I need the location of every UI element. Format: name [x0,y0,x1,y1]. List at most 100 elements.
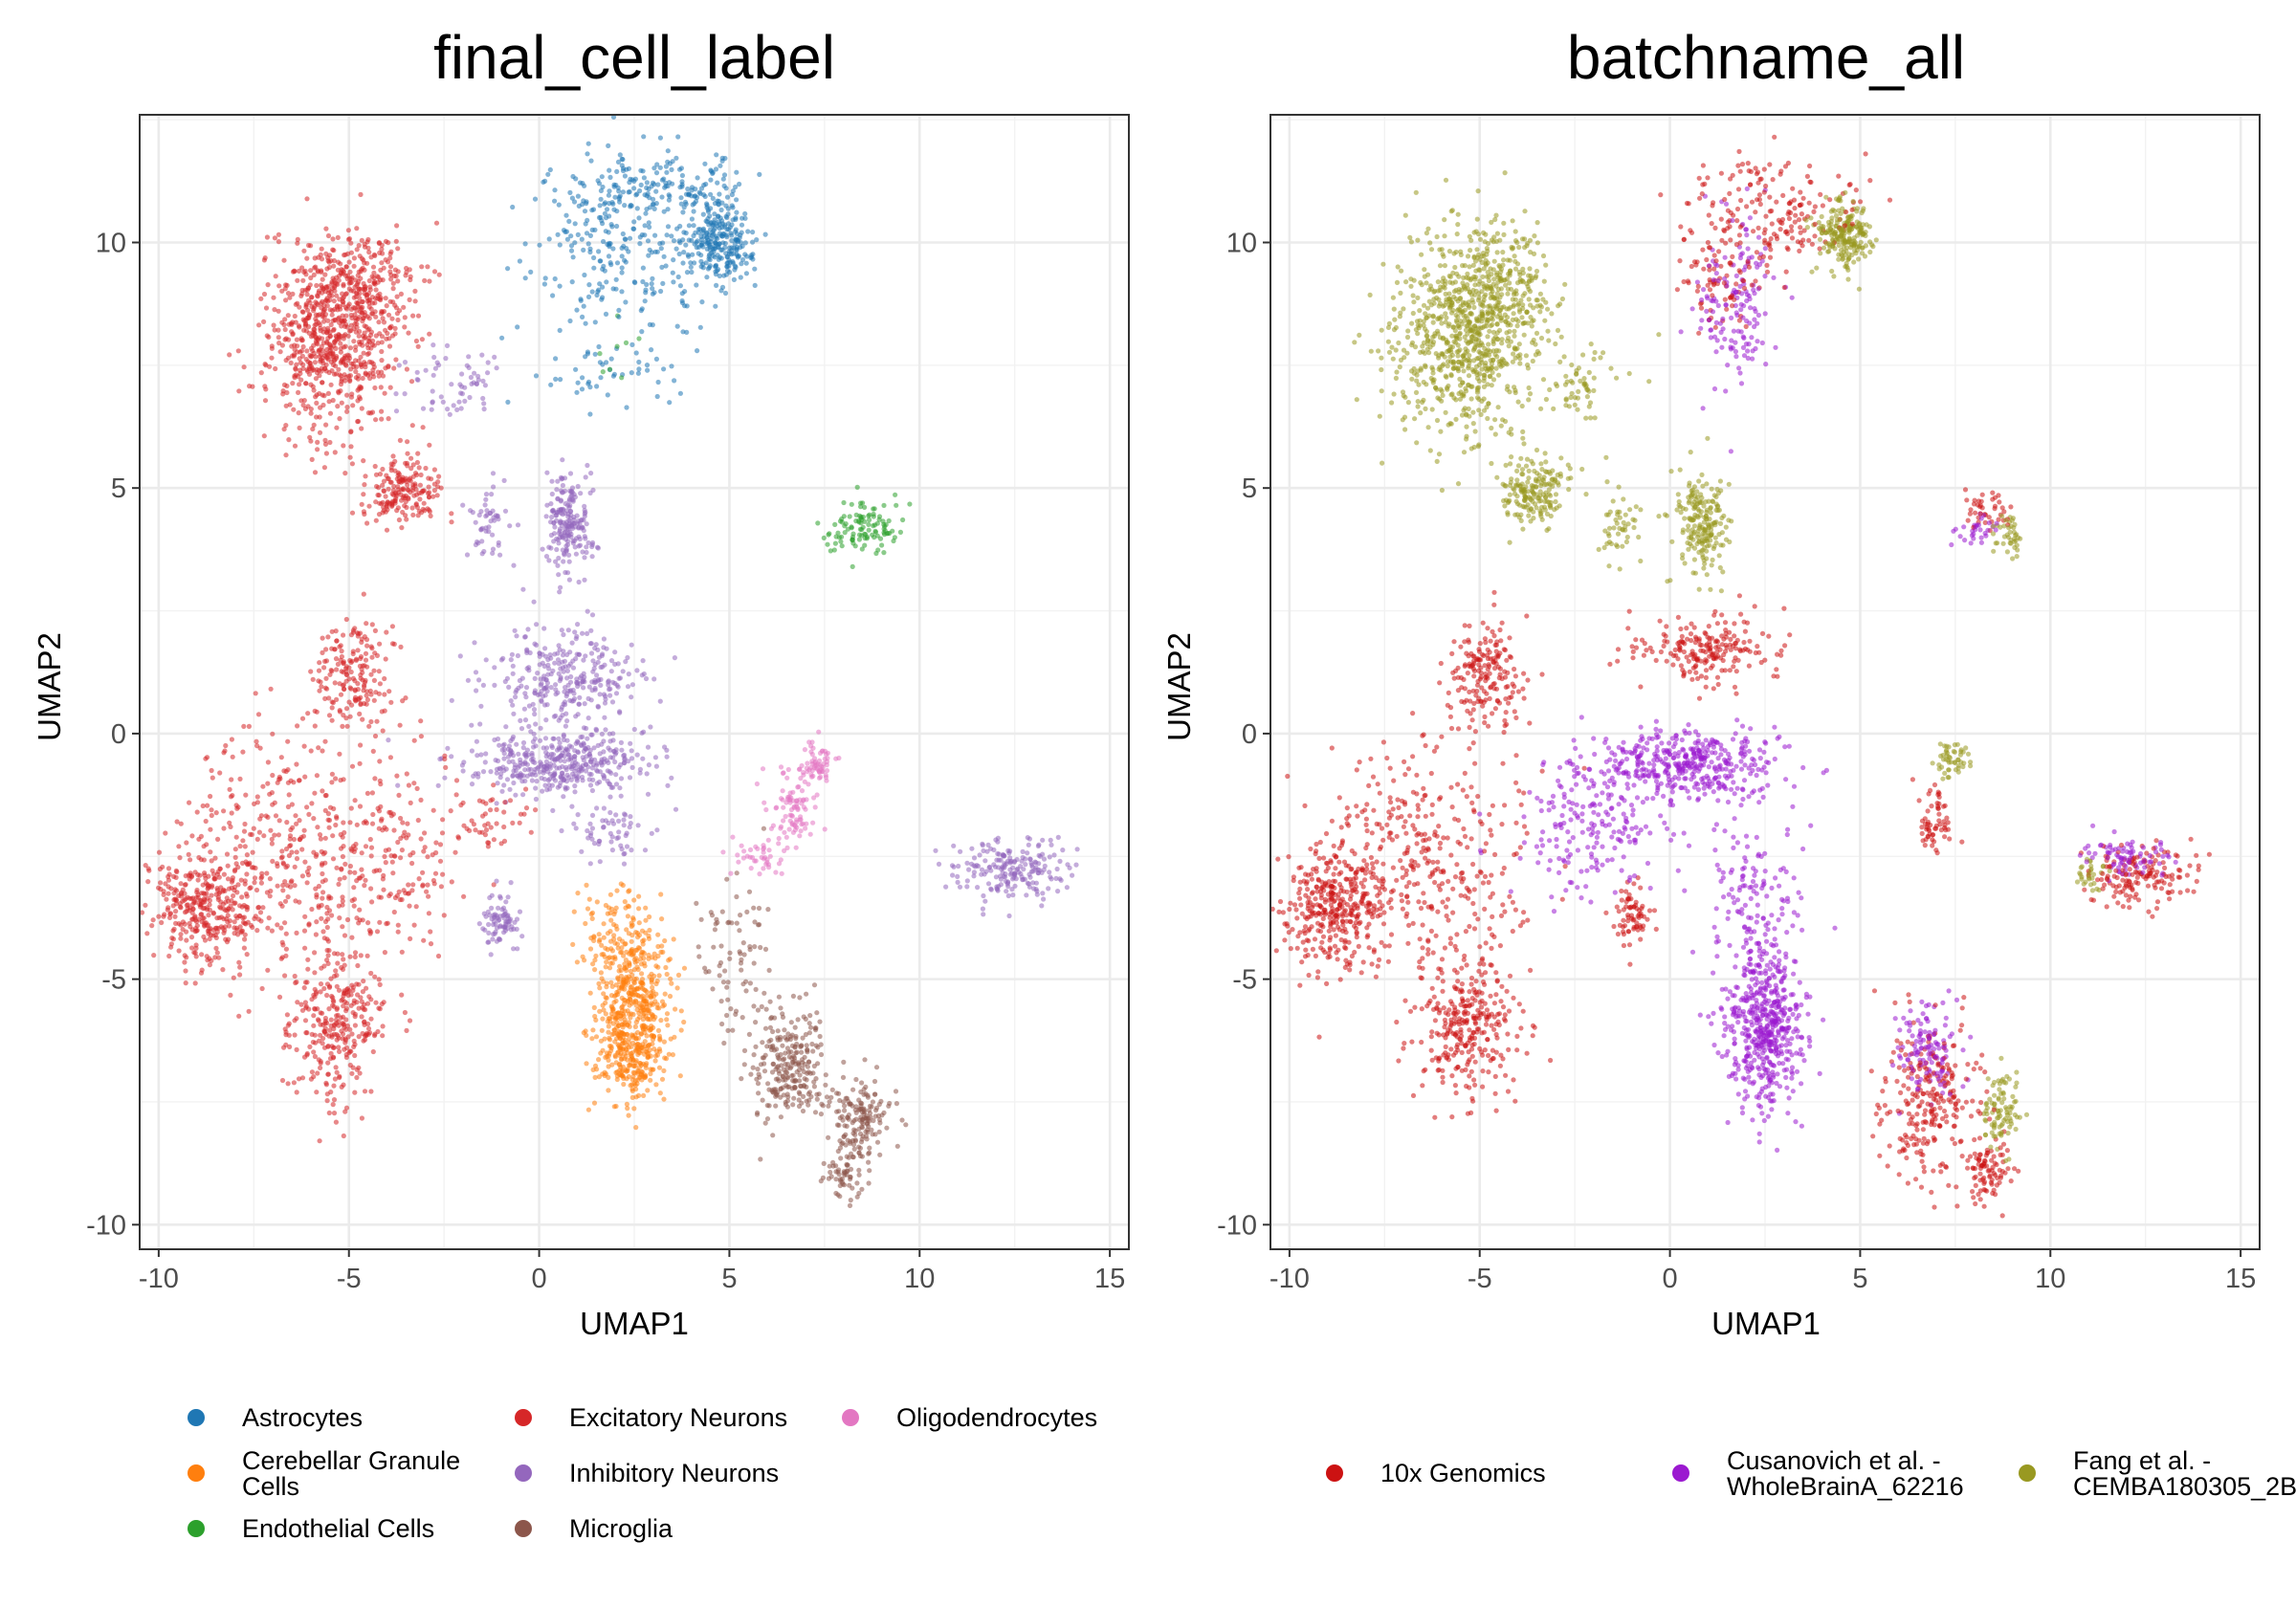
data-point-excitatory-neurons [317,1138,322,1144]
data-point-inhibitory-neurons [462,385,468,390]
data-point-excitatory-neurons [276,239,281,245]
data-point-excitatory-neurons [302,945,308,951]
data-point-excitatory-neurons [365,1025,372,1031]
data-point-inhibitory-neurons [478,527,484,533]
data-point-excitatory-neurons [276,994,283,1000]
data-point-astrocytes [643,210,649,216]
data-point-excitatory-neurons [336,1035,342,1041]
data-point-excitatory-neurons [260,783,266,789]
data-point-microglia [784,1098,791,1104]
data-point-excitatory-neurons [294,849,299,855]
data-point-astrocytes [556,202,562,208]
data-point-excitatory-neurons [304,292,310,297]
data-point-excitatory-neurons [480,813,486,819]
data-point-excitatory-neurons [188,874,194,880]
data-point-inhibitory-neurons [521,706,528,712]
data-point-excitatory-neurons [369,821,376,826]
data-point-cerebellar-granule-cells [625,914,631,919]
data-point-excitatory-neurons [334,983,340,989]
data-point-excitatory-neurons [242,844,248,849]
data-point-inhibitory-neurons [575,812,581,818]
data-point-excitatory-neurons [359,255,364,261]
data-point-inhibitory-neurons [610,821,617,826]
data-point-astrocytes [614,260,621,266]
data-point-inhibitory-neurons [618,776,625,781]
data-point-excitatory-neurons [421,848,427,854]
data-point-astrocytes [723,272,729,277]
data-point-excitatory-neurons [329,669,335,674]
data-point-endothelial-cells [828,548,833,554]
data-point-microglia [871,1117,876,1124]
data-point-excitatory-neurons [304,196,310,202]
data-point-excitatory-neurons [279,1077,286,1084]
data-point-excitatory-neurons [212,855,218,861]
data-point-inhibitory-neurons [1057,858,1063,865]
data-point-excitatory-neurons [348,805,354,811]
data-point-microglia [845,1162,850,1168]
data-point-astrocytes [574,389,580,395]
data-point-excitatory-neurons [284,820,290,826]
data-point-inhibitory-neurons [519,675,525,681]
data-point-cerebellar-granule-cells [607,1037,613,1043]
data-point-excitatory-neurons [248,885,254,891]
data-point-astrocytes [572,221,578,227]
data-point-astrocytes [550,293,556,298]
data-point-excitatory-neurons [163,881,168,887]
data-point-excitatory-neurons [342,321,349,327]
data-point-excitatory-neurons [358,191,364,197]
data-point-microglia [844,1123,850,1129]
data-point-inhibitory-neurons [582,577,587,583]
data-point-inhibitory-neurons [488,905,495,912]
data-point-astrocytes [582,209,588,214]
data-point-excitatory-neurons [360,670,365,675]
data-point-excitatory-neurons [398,492,404,497]
data-point-astrocytes [655,379,661,385]
data-point-oligodendrocytes [747,847,754,853]
data-point-excitatory-neurons [391,365,397,371]
data-point-microglia [741,1047,748,1053]
data-point-astrocytes [579,386,585,392]
data-point-excitatory-neurons [230,793,235,799]
data-point-excitatory-neurons [340,952,345,958]
data-point-excitatory-neurons [221,871,227,877]
data-point-excitatory-neurons [144,931,150,936]
data-point-excitatory-neurons [270,731,276,737]
data-point-excitatory-neurons [240,838,246,844]
data-point-oligodendrocytes [739,843,744,848]
data-point-inhibitory-neurons [971,855,978,861]
data-point-cerebellar-granule-cells [636,1010,642,1016]
data-point-cerebellar-granule-cells [649,980,654,985]
data-point-microglia [872,1091,878,1097]
data-point-microglia [720,980,727,985]
data-point-excitatory-neurons [384,527,390,533]
data-point-microglia [866,1180,872,1186]
data-point-inhibitory-neurons [510,663,516,669]
data-point-astrocytes [676,166,683,172]
data-point-cerebellar-granule-cells [607,892,614,897]
data-point-excitatory-neurons [356,373,362,379]
data-point-inhibitory-neurons [1060,848,1066,853]
data-point-excitatory-neurons [337,416,342,422]
data-point-excitatory-neurons [316,668,322,673]
data-point-excitatory-neurons [276,832,281,838]
data-point-excitatory-neurons [178,821,184,826]
data-point-cerebellar-granule-cells [596,1057,602,1063]
data-point-inhibitory-neurons [1041,896,1047,902]
data-point-astrocytes [603,229,608,234]
data-point-astrocytes [602,268,607,274]
data-point-astrocytes [505,399,511,405]
data-point-excitatory-neurons [236,959,242,965]
data-point-excitatory-neurons [421,937,427,943]
data-point-excitatory-neurons [364,953,370,958]
data-point-inhibitory-neurons [562,759,567,764]
data-point-excitatory-neurons [347,954,353,959]
data-point-excitatory-neurons [343,706,350,712]
data-point-inhibitory-neurons [619,747,625,753]
data-point-excitatory-neurons [325,634,331,640]
data-point-excitatory-neurons [366,316,372,321]
data-point-inhibitory-neurons [985,881,992,887]
data-point-oligodendrocytes [778,857,784,863]
data-point-microglia [783,1077,788,1083]
data-point-excitatory-neurons [339,653,344,660]
data-point-astrocytes [590,207,597,212]
